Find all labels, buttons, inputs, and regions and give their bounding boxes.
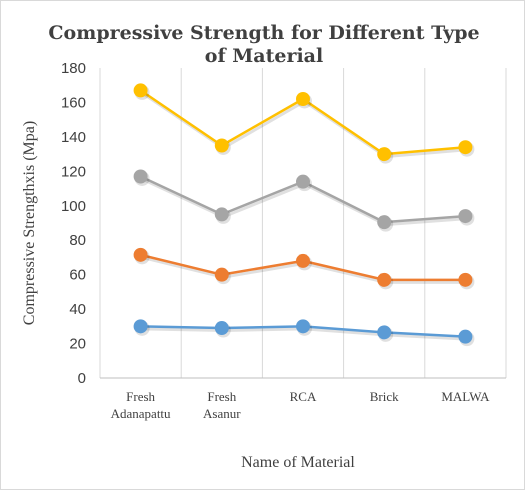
- y-tick-label: 100: [61, 198, 86, 215]
- chart-title-line-1: Compressive Strength for Different Type: [48, 22, 479, 44]
- data-point: [133, 247, 148, 262]
- data-point: [296, 319, 310, 334]
- y-tick-label: 40: [69, 301, 86, 318]
- data-point: [296, 253, 310, 268]
- data-point: [296, 92, 310, 106]
- series-1: [133, 319, 475, 347]
- y-tick-label: 120: [61, 163, 86, 180]
- series-2: [133, 247, 475, 290]
- data-point: [458, 329, 473, 344]
- data-point: [214, 267, 229, 282]
- x-tick-label: RCA: [290, 389, 317, 404]
- y-tick-label: 80: [69, 232, 86, 249]
- y-tick-label: 180: [61, 60, 86, 77]
- data-point: [214, 138, 229, 153]
- y-tick-label: 20: [69, 336, 86, 353]
- y-tick-label: 0: [78, 370, 86, 387]
- x-tick-label: Fresh: [207, 389, 236, 404]
- data-point: [133, 319, 148, 334]
- x-tick-label: MALWA: [441, 389, 490, 404]
- y-tick-label: 160: [61, 94, 86, 111]
- series-4: [133, 83, 475, 164]
- y-axis-ticks: 0 20 40 60 80 100 120 140 160 180: [61, 60, 86, 387]
- x-tick-label: Fresh: [126, 389, 155, 404]
- series-group: [133, 83, 475, 347]
- data-point: [214, 321, 229, 336]
- data-point: [133, 83, 148, 98]
- data-point: [296, 174, 310, 189]
- y-axis-title: Compressive Strengthxis (Mpa): [21, 121, 38, 325]
- data-point: [377, 215, 392, 230]
- data-point: [133, 169, 148, 184]
- chart-title-line-2: of Material: [205, 45, 323, 67]
- data-point: [458, 209, 473, 224]
- grid: [99, 68, 507, 379]
- data-point: [458, 140, 473, 155]
- x-tick-label: Brick: [370, 389, 399, 404]
- y-tick-label: 140: [61, 129, 86, 146]
- x-tick-label: Asanur: [203, 406, 241, 421]
- data-point: [458, 272, 473, 287]
- data-point: [377, 325, 392, 340]
- data-point: [377, 147, 392, 162]
- x-tick-label: Adanapattu: [111, 406, 171, 421]
- series-3: [133, 169, 475, 232]
- data-point: [377, 272, 392, 287]
- y-tick-label: 60: [69, 267, 86, 284]
- data-point: [214, 207, 229, 222]
- x-axis-title: Name of Material: [241, 454, 355, 471]
- x-axis-ticks: Fresh Adanapattu Fresh Asanur RCA Brick MALWA: [111, 389, 490, 421]
